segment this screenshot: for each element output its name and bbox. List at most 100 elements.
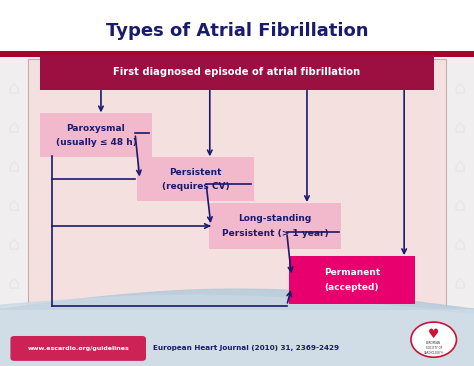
Text: Persistent (> 1 year): Persistent (> 1 year)	[222, 229, 328, 238]
Text: ⌂: ⌂	[332, 1, 345, 20]
Text: ⌂: ⌂	[129, 274, 142, 293]
Text: ⌂: ⌂	[332, 118, 345, 137]
Text: ⌂: ⌂	[48, 157, 61, 176]
Text: ⌂: ⌂	[210, 79, 223, 98]
Text: ⌂: ⌂	[8, 79, 20, 98]
Text: ⌂: ⌂	[454, 274, 466, 293]
FancyBboxPatch shape	[209, 203, 341, 249]
Text: ⌂: ⌂	[454, 157, 466, 176]
Text: ⌂: ⌂	[413, 274, 426, 293]
Text: ⌂: ⌂	[454, 40, 466, 59]
FancyBboxPatch shape	[28, 59, 446, 309]
Text: ⌂: ⌂	[129, 79, 142, 98]
Text: ⌂: ⌂	[251, 40, 264, 59]
Text: ⌂: ⌂	[292, 40, 304, 59]
Text: ⌂: ⌂	[413, 157, 426, 176]
Text: ⌂: ⌂	[251, 196, 264, 215]
Text: ⌂: ⌂	[454, 79, 466, 98]
FancyBboxPatch shape	[0, 51, 474, 57]
Text: ⌂: ⌂	[89, 40, 101, 59]
Text: ⌂: ⌂	[373, 157, 385, 176]
Text: ⌂: ⌂	[210, 118, 223, 137]
Text: ⌂: ⌂	[373, 313, 385, 332]
Text: ⌂: ⌂	[332, 79, 345, 98]
Text: ⌂: ⌂	[251, 235, 264, 254]
Text: Paroxysmal: Paroxysmal	[67, 124, 125, 132]
Circle shape	[411, 322, 456, 357]
Text: Persistent: Persistent	[169, 168, 222, 176]
Text: ⌂: ⌂	[129, 118, 142, 137]
Text: ⌂: ⌂	[8, 274, 20, 293]
Text: ⌂: ⌂	[413, 118, 426, 137]
Text: ⌂: ⌂	[170, 235, 182, 254]
Text: ⌂: ⌂	[373, 1, 385, 20]
Text: ⌂: ⌂	[48, 1, 61, 20]
Text: ⌂: ⌂	[48, 79, 61, 98]
Text: ⌂: ⌂	[454, 313, 466, 332]
Text: ⌂: ⌂	[170, 79, 182, 98]
Text: ⌂: ⌂	[413, 196, 426, 215]
Text: (accepted): (accepted)	[325, 283, 379, 292]
Text: Long-standing: Long-standing	[238, 214, 311, 223]
Text: ⌂: ⌂	[170, 313, 182, 332]
Text: ⌂: ⌂	[210, 40, 223, 59]
Text: ⌂: ⌂	[251, 274, 264, 293]
Text: ⌂: ⌂	[332, 313, 345, 332]
Text: (usually ≤ 48 h): (usually ≤ 48 h)	[55, 138, 137, 147]
FancyBboxPatch shape	[0, 309, 474, 366]
Text: ⌂: ⌂	[129, 157, 142, 176]
Text: ⌂: ⌂	[373, 40, 385, 59]
Text: ⌂: ⌂	[454, 118, 466, 137]
Text: ⌂: ⌂	[454, 235, 466, 254]
FancyBboxPatch shape	[40, 113, 152, 157]
Text: ⌂: ⌂	[373, 118, 385, 137]
Text: ⌂: ⌂	[48, 235, 61, 254]
Text: ⌂: ⌂	[251, 1, 264, 20]
Text: ⌂: ⌂	[48, 313, 61, 332]
FancyBboxPatch shape	[10, 336, 146, 361]
Text: ⌂: ⌂	[210, 1, 223, 20]
Text: ⌂: ⌂	[210, 157, 223, 176]
FancyBboxPatch shape	[289, 256, 415, 304]
Text: ⌂: ⌂	[292, 313, 304, 332]
Text: ⌂: ⌂	[454, 196, 466, 215]
Text: ⌂: ⌂	[292, 274, 304, 293]
Text: ⌂: ⌂	[210, 235, 223, 254]
Text: ⌂: ⌂	[170, 196, 182, 215]
Text: ⌂: ⌂	[129, 313, 142, 332]
Text: ⌂: ⌂	[210, 196, 223, 215]
Text: ⌂: ⌂	[89, 196, 101, 215]
Text: ⌂: ⌂	[129, 235, 142, 254]
Text: ⌂: ⌂	[48, 196, 61, 215]
Text: ⌂: ⌂	[170, 274, 182, 293]
Text: ⌂: ⌂	[170, 40, 182, 59]
Text: ⌂: ⌂	[129, 196, 142, 215]
Text: ⌂: ⌂	[8, 196, 20, 215]
Text: ⌂: ⌂	[292, 79, 304, 98]
Text: ⌂: ⌂	[89, 79, 101, 98]
Text: ⌂: ⌂	[89, 235, 101, 254]
Text: ⌂: ⌂	[292, 196, 304, 215]
Text: www.escardio.org/guidelines: www.escardio.org/guidelines	[27, 346, 129, 351]
Text: ⌂: ⌂	[129, 1, 142, 20]
Text: ⌂: ⌂	[332, 40, 345, 59]
Text: ⌂: ⌂	[89, 274, 101, 293]
Text: ⌂: ⌂	[89, 1, 101, 20]
Text: ⌂: ⌂	[373, 274, 385, 293]
Text: European Heart Journal (2010) 31, 2369-2429: European Heart Journal (2010) 31, 2369-2…	[154, 346, 339, 351]
Text: ⌂: ⌂	[170, 118, 182, 137]
Text: ⌂: ⌂	[413, 235, 426, 254]
Text: ⌂: ⌂	[413, 313, 426, 332]
Text: ⌂: ⌂	[413, 40, 426, 59]
Text: ⌂: ⌂	[89, 313, 101, 332]
Text: (requires CV): (requires CV)	[162, 182, 229, 191]
Text: ⌂: ⌂	[413, 79, 426, 98]
Text: ⌂: ⌂	[251, 118, 264, 137]
Text: Permanent: Permanent	[324, 268, 380, 277]
Text: ⌂: ⌂	[8, 235, 20, 254]
Text: ⌂: ⌂	[454, 1, 466, 20]
Text: ⌂: ⌂	[373, 79, 385, 98]
FancyBboxPatch shape	[137, 157, 254, 201]
Text: ♥: ♥	[428, 328, 439, 341]
Text: ⌂: ⌂	[129, 40, 142, 59]
